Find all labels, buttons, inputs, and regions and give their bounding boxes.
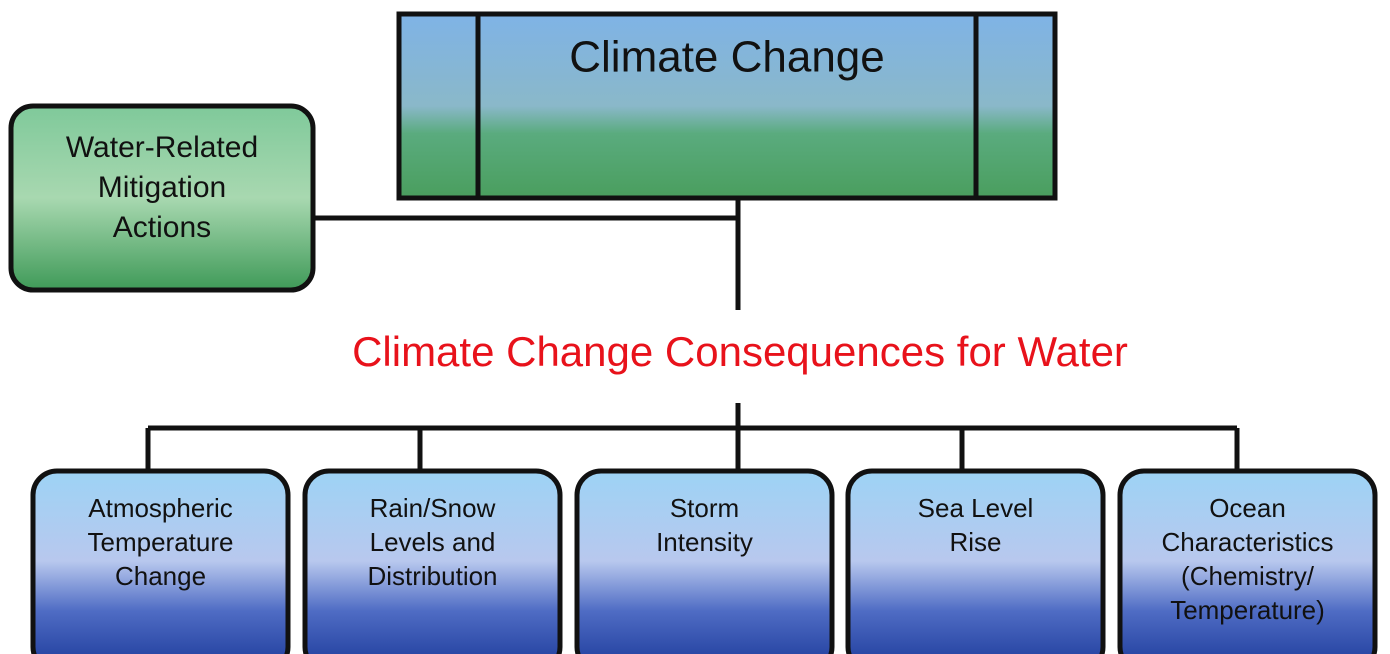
- process-box: [396, 11, 1058, 201]
- box-label: Characteristics: [1162, 527, 1334, 557]
- box-label: Intensity: [656, 527, 753, 557]
- box-label: Climate Change: [569, 33, 885, 82]
- rounded-box: [302, 468, 563, 654]
- box-label: Temperature): [1170, 595, 1325, 625]
- rounded-box: [845, 468, 1106, 654]
- box-label: Atmospheric: [88, 493, 233, 523]
- box-label: Sea Level: [918, 493, 1034, 523]
- rounded-box: [8, 103, 316, 293]
- box-label: Actions: [113, 211, 211, 244]
- box-label: Temperature: [88, 527, 234, 557]
- rounded-box: [1117, 468, 1378, 654]
- consequence-boxes: Atmospheric Temperature Change Rain/Snow Lev…: [30, 468, 1378, 654]
- box-label: (Chemistry/: [1181, 561, 1315, 591]
- box-label: Mitigation: [98, 171, 226, 204]
- mitigation-box: Water-Related Mitigation Actions: [8, 103, 316, 293]
- top-box: Climate Change: [396, 11, 1058, 201]
- rounded-box: [30, 468, 291, 654]
- box-label: Change: [115, 561, 206, 591]
- heading: Climate Change Consequences for Water: [352, 328, 1128, 375]
- box-label: Levels and: [370, 527, 496, 557]
- box-label: Rain/Snow: [370, 493, 496, 523]
- connectors: [145, 198, 1240, 472]
- rounded-box: [574, 468, 835, 654]
- box-label: Distribution: [367, 561, 497, 591]
- box-label: Ocean: [1209, 493, 1286, 523]
- box-label: Rise: [949, 527, 1001, 557]
- box-label: Storm: [670, 493, 739, 523]
- box-label: Water-Related: [66, 131, 258, 164]
